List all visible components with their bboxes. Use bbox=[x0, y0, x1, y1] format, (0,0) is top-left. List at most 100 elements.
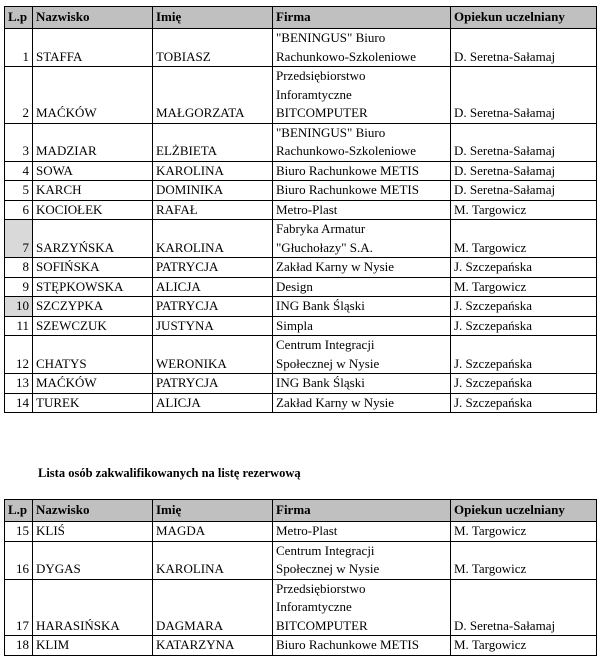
cell-firma: Centrum Integracji Społecznej w Nysie bbox=[272, 540, 451, 580]
cell-lp: 10 bbox=[4, 296, 33, 317]
cell-opiekun: M. Targowicz bbox=[450, 199, 597, 220]
table-header: L.p Nazwisko Imię Firma Opiekun uczelnia… bbox=[4, 6, 597, 29]
cell-imie: TOBIASZ bbox=[152, 28, 273, 67]
cell-lp: 9 bbox=[4, 276, 33, 297]
cell-lp: 11 bbox=[4, 315, 33, 336]
cell-nazwisko: DYGAS bbox=[32, 540, 153, 580]
cell-lp: 1 bbox=[4, 28, 33, 67]
cell-imie: PATRYCJA bbox=[152, 373, 273, 394]
cell-nazwisko: KARCH bbox=[32, 180, 153, 201]
table-row: 13 MAĆKÓW PATRYCJA ING Bank Śląski J. Szczep… bbox=[4, 373, 597, 394]
cell-firma: Metro-Plast bbox=[272, 521, 451, 542]
table-row: 14 TUREK ALICJA Zakład Karny w Nysie J. Szcz… bbox=[4, 392, 597, 413]
cell-nazwisko: MAĆKÓW bbox=[32, 373, 153, 394]
cell-nazwisko: SOWA bbox=[32, 160, 153, 181]
cell-nazwisko: SOFIŃSKA bbox=[32, 257, 153, 278]
cell-imie: DOMINIKA bbox=[152, 180, 273, 201]
cell-nazwisko: SARZYŃSKA bbox=[32, 219, 153, 258]
header-lp: L.p bbox=[4, 499, 33, 522]
cell-imie: KAROLINA bbox=[152, 219, 273, 258]
cell-opiekun: J. Szczepańska bbox=[450, 373, 597, 394]
header-nazwisko: Nazwisko bbox=[32, 499, 153, 522]
table-row: 4 SOWA KAROLINA Biuro Rachunkowe METIS D. Se… bbox=[4, 160, 597, 181]
cell-lp: 5 bbox=[4, 180, 33, 201]
table-row: 1 STAFFA TOBIASZ "BENINGUS" Biuro Rachunkow… bbox=[4, 28, 597, 67]
cell-lp: 18 bbox=[4, 635, 33, 656]
table-row: 6 KOCIOŁEK RAFAŁ Metro-Plast M. Targowicz bbox=[4, 199, 597, 220]
cell-imie: JUSTYNA bbox=[152, 315, 273, 336]
cell-nazwisko: STAFFA bbox=[32, 28, 153, 67]
cell-firma: Metro-Plast bbox=[272, 199, 451, 220]
cell-firma: ING Bank Śląski bbox=[272, 296, 451, 317]
cell-firma: Design bbox=[272, 276, 451, 297]
cell-opiekun: M. Targowicz bbox=[450, 276, 597, 297]
cell-nazwisko: KLIŚ bbox=[32, 521, 153, 542]
cell-nazwisko: STĘPKOWSKA bbox=[32, 276, 153, 297]
cell-imie: MAGDA bbox=[152, 521, 273, 542]
cell-nazwisko: SZCZYPKA bbox=[32, 296, 153, 317]
cell-opiekun: M. Targowicz bbox=[450, 521, 597, 542]
cell-nazwisko: CHATYS bbox=[32, 335, 153, 374]
table-row: 9 STĘPKOWSKA ALICJA Design M. Targowicz bbox=[4, 276, 597, 297]
cell-opiekun: D. Seretna-Sałamaj bbox=[450, 122, 597, 162]
cell-firma: "BENINGUS" Biuro Rachunkowo-Szkoleniowe bbox=[272, 122, 451, 162]
cell-opiekun: M. Targowicz bbox=[450, 219, 597, 258]
cell-opiekun: M. Targowicz bbox=[450, 540, 597, 580]
cell-imie: KAROLINA bbox=[152, 540, 273, 580]
cell-lp: 8 bbox=[4, 257, 33, 278]
header-opiekun: Opiekun uczelniany bbox=[450, 6, 597, 29]
main-list-table: L.p Nazwisko Imię Firma Opiekun uczelnia… bbox=[4, 6, 597, 413]
cell-firma: Zakład Karny w Nysie bbox=[272, 257, 451, 278]
cell-firma: "BENINGUS" Biuro Rachunkowo-Szkoleniowe bbox=[272, 28, 451, 67]
header-firma: Firma bbox=[272, 6, 451, 29]
cell-firma: Simpla bbox=[272, 315, 451, 336]
cell-nazwisko: MAĆKÓW bbox=[32, 66, 153, 124]
cell-imie: ALICJA bbox=[152, 392, 273, 413]
table-row: 3 MADZIAR ELŻBIETA "BENINGUS" Biuro Rachunk… bbox=[4, 122, 597, 162]
table-header: L.p Nazwisko Imię Firma Opiekun uczelnia… bbox=[4, 499, 597, 522]
cell-firma: Przedsiębiorstwo Inforamtyczne BITCOMPUT… bbox=[272, 66, 451, 124]
cell-lp: 13 bbox=[4, 373, 33, 394]
header-lp: L.p bbox=[4, 6, 33, 29]
reserve-list-heading: Lista osób zakwalifikowanych na listę re… bbox=[38, 466, 301, 480]
cell-opiekun: D. Seretna-Sałamaj bbox=[450, 66, 597, 124]
table-row: 15 KLIŚ MAGDA Metro-Plast M. Targowicz bbox=[4, 521, 597, 542]
cell-lp: 16 bbox=[4, 540, 33, 580]
table-row: 17 HARASIŃSKA DAGMARA Przedsiębiorstwo Info… bbox=[4, 578, 597, 636]
cell-lp: 7 bbox=[4, 219, 33, 258]
cell-imie: MAŁGORZATA bbox=[152, 66, 273, 124]
cell-lp: 6 bbox=[4, 199, 33, 220]
cell-opiekun: J. Szczepańska bbox=[450, 315, 597, 336]
cell-firma: Biuro Rachunkowe METIS bbox=[272, 160, 451, 181]
table-row: 2 MAĆKÓW MAŁGORZATA Przedsiębiorstwo Infora… bbox=[4, 66, 597, 124]
table-row: 11 SZEWCZUK JUSTYNA Simpla J. Szczepańska bbox=[4, 315, 597, 336]
cell-lp: 17 bbox=[4, 578, 33, 636]
header-imie: Imię bbox=[152, 499, 273, 522]
header-nazwisko: Nazwisko bbox=[32, 6, 153, 29]
cell-opiekun: D. Seretna-Sałamaj bbox=[450, 28, 597, 67]
cell-opiekun: D. Seretna-Sałamaj bbox=[450, 180, 597, 201]
cell-nazwisko: SZEWCZUK bbox=[32, 315, 153, 336]
cell-imie: ALICJA bbox=[152, 276, 273, 297]
cell-imie: RAFAŁ bbox=[152, 199, 273, 220]
cell-imie: KATARZYNA bbox=[152, 635, 273, 656]
table-row: 8 SOFIŃSKA PATRYCJA Zakład Karny w Nysie J. … bbox=[4, 257, 597, 278]
cell-nazwisko: HARASIŃSKA bbox=[32, 578, 153, 636]
cell-imie: KAROLINA bbox=[152, 160, 273, 181]
cell-lp: 4 bbox=[4, 160, 33, 181]
reserve-list-table: L.p Nazwisko Imię Firma Opiekun uczelnia… bbox=[4, 499, 597, 656]
cell-imie: DAGMARA bbox=[152, 578, 273, 636]
cell-opiekun: J. Szczepańska bbox=[450, 335, 597, 374]
header-opiekun: Opiekun uczelniany bbox=[450, 499, 597, 522]
table-row: 7 SARZYŃSKA KAROLINA Fabryka Armatur "Głuch… bbox=[4, 219, 597, 258]
table-row: 12 CHATYS WERONIKA Centrum Integracji Społe… bbox=[4, 335, 597, 374]
header-firma: Firma bbox=[272, 499, 451, 522]
cell-nazwisko: MADZIAR bbox=[32, 122, 153, 162]
header-imie: Imię bbox=[152, 6, 273, 29]
cell-imie: WERONIKA bbox=[152, 335, 273, 374]
cell-lp: 2 bbox=[4, 66, 33, 124]
cell-firma: Fabryka Armatur "Głuchołazy" S.A. bbox=[272, 219, 451, 258]
cell-firma: Biuro Rachunkowe METIS bbox=[272, 635, 451, 656]
table-row: 5 KARCH DOMINIKA Biuro Rachunkowe METIS D. S… bbox=[4, 180, 597, 201]
table-row: 10 SZCZYPKA PATRYCJA ING Bank Śląski J. Szcz… bbox=[4, 296, 597, 317]
